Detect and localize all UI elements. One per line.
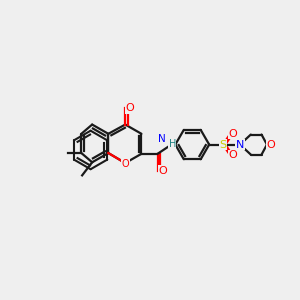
Text: O: O [122, 159, 129, 169]
Text: O: O [266, 140, 275, 150]
Text: N: N [236, 140, 244, 150]
Text: S: S [220, 140, 226, 150]
Text: O: O [159, 166, 167, 176]
Text: N: N [158, 134, 166, 144]
Text: O: O [229, 150, 237, 160]
Text: O: O [125, 103, 134, 113]
Text: H: H [169, 139, 176, 149]
Text: O: O [229, 129, 237, 139]
